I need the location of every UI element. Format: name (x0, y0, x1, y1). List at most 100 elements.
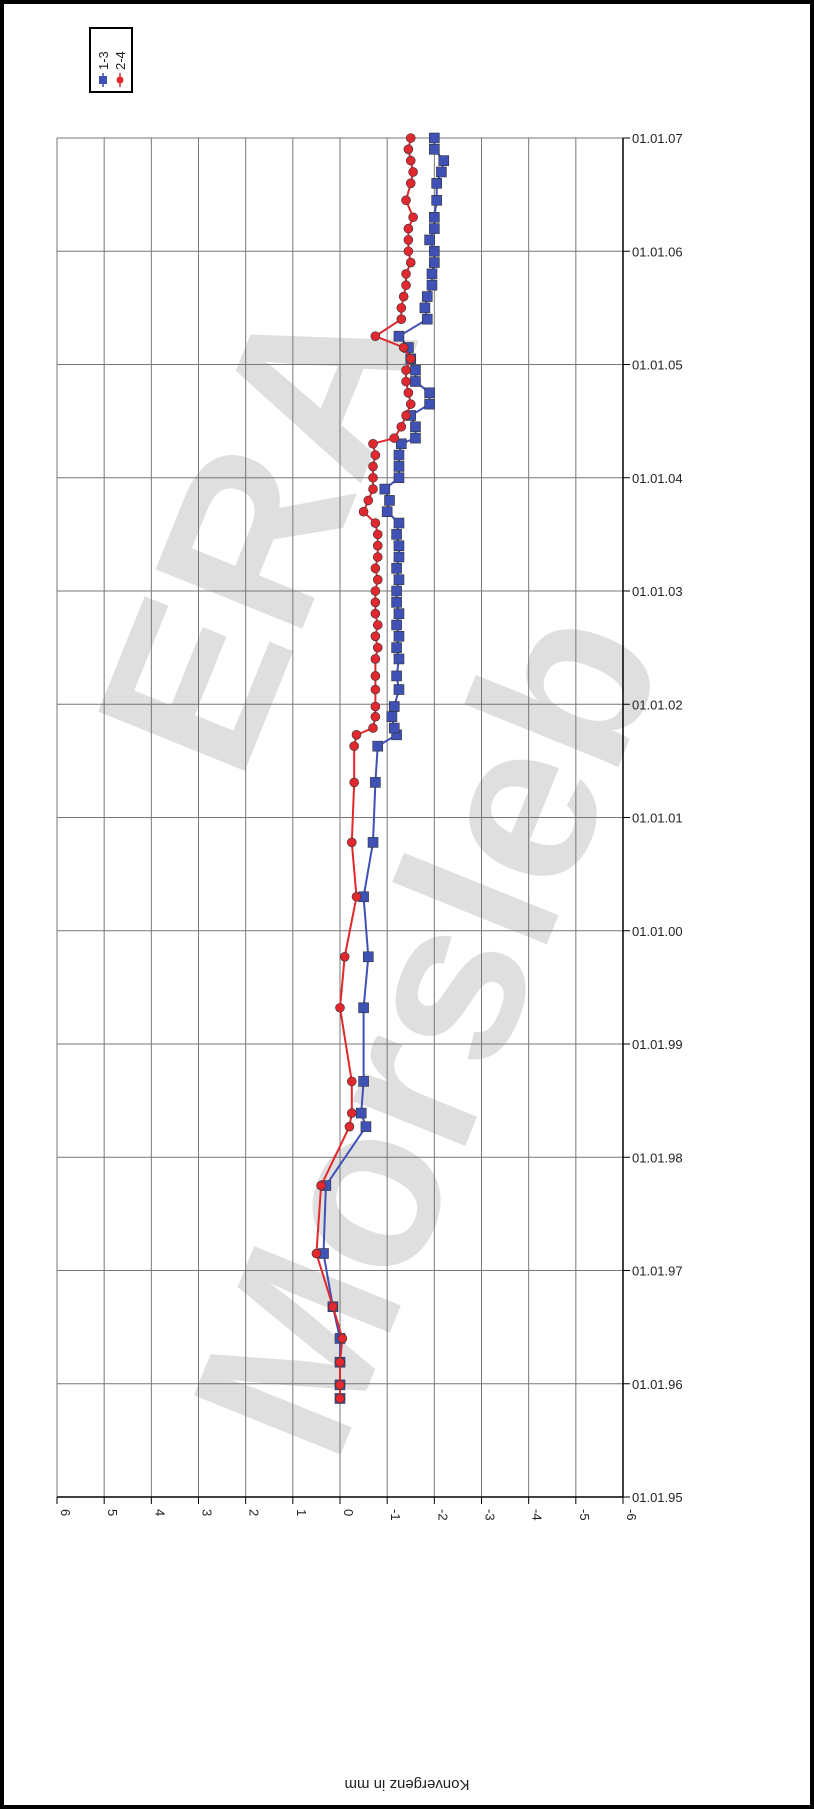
marker (403, 223, 414, 234)
marker (339, 951, 350, 962)
marker (368, 723, 378, 733)
marker (370, 684, 381, 695)
marker (372, 642, 383, 653)
marker (419, 302, 431, 314)
marker (372, 529, 383, 540)
marker (393, 517, 405, 529)
marker (391, 563, 402, 574)
marker (370, 608, 381, 619)
marker (393, 551, 405, 563)
marker (370, 518, 381, 528)
date-tick-label: 01.01.07 (632, 131, 683, 146)
marker (421, 313, 433, 325)
marker (381, 506, 393, 518)
value-tick-label: -2 (435, 1509, 450, 1521)
date-tick-label: 01.01.04 (632, 471, 683, 486)
marker (403, 144, 414, 155)
marker (403, 235, 414, 245)
marker (393, 449, 405, 461)
marker (349, 741, 359, 751)
marker (370, 586, 381, 596)
marker (393, 461, 405, 472)
marker (405, 399, 416, 409)
marker (379, 483, 391, 495)
marker (337, 1333, 348, 1344)
legend-label: 2-4 (113, 51, 128, 70)
value-tick-label: 0 (341, 1509, 356, 1516)
marker (393, 472, 405, 484)
marker (405, 354, 416, 364)
marker (393, 330, 405, 342)
marker (429, 245, 440, 257)
value-tick-label: -3 (483, 1509, 498, 1521)
marker (431, 178, 442, 189)
marker (370, 711, 381, 722)
date-tick-label: 01.01.95 (632, 1490, 683, 1505)
marker (393, 540, 405, 552)
marker (344, 1121, 355, 1132)
marker (391, 529, 402, 540)
marker (429, 257, 440, 268)
value-tick-label: 4 (152, 1509, 167, 1516)
marker (328, 1301, 338, 1312)
marker (401, 280, 411, 291)
marker (398, 291, 409, 302)
marker (389, 433, 400, 443)
value-tick-label: 3 (200, 1509, 215, 1516)
marker (405, 155, 416, 166)
marker (368, 484, 378, 494)
marker (311, 1248, 322, 1259)
marker (410, 376, 421, 387)
marker (360, 1121, 372, 1132)
marker (349, 777, 359, 788)
date-tick-label: 01.01.00 (632, 924, 683, 939)
marker (429, 211, 440, 223)
date-tick-label: 01.01.02 (632, 697, 683, 712)
marker (396, 438, 407, 450)
marker (355, 1107, 367, 1119)
marker (391, 597, 402, 608)
marker (370, 777, 381, 788)
marker (351, 730, 362, 740)
marker (362, 951, 374, 963)
marker (403, 246, 414, 257)
marker (410, 421, 421, 433)
marker (346, 1108, 357, 1118)
marker (372, 740, 384, 752)
date-tick-label: 01.01.03 (632, 584, 683, 599)
marker (370, 671, 381, 681)
marker (401, 269, 411, 279)
marker (408, 212, 418, 223)
marker (391, 585, 402, 597)
value-tick-label: 1 (294, 1509, 309, 1516)
marker (370, 701, 381, 712)
marker (405, 178, 416, 189)
date-tick-label: 01.01.01 (632, 811, 683, 826)
marker (367, 837, 379, 848)
marker (396, 303, 407, 313)
marker (393, 630, 405, 642)
marker (388, 722, 400, 734)
marker (401, 410, 411, 421)
date-tick-label: 01.01.98 (632, 1150, 683, 1165)
marker (335, 1393, 345, 1404)
marker (335, 1002, 345, 1013)
marker (421, 291, 433, 302)
value-tick-label: 6 (58, 1509, 73, 1516)
marker (370, 654, 381, 664)
date-tick-label: 01.01.96 (632, 1377, 683, 1392)
marker (431, 194, 442, 206)
marker (386, 711, 398, 723)
marker (405, 257, 416, 268)
marker (370, 450, 381, 460)
legend (89, 27, 133, 93)
marker (384, 495, 395, 506)
marker (368, 472, 378, 483)
marker (401, 195, 411, 206)
marker (391, 670, 402, 682)
value-tick-label: -6 (624, 1509, 639, 1521)
value-tick-label: -5 (577, 1509, 592, 1521)
marker (335, 1357, 345, 1368)
